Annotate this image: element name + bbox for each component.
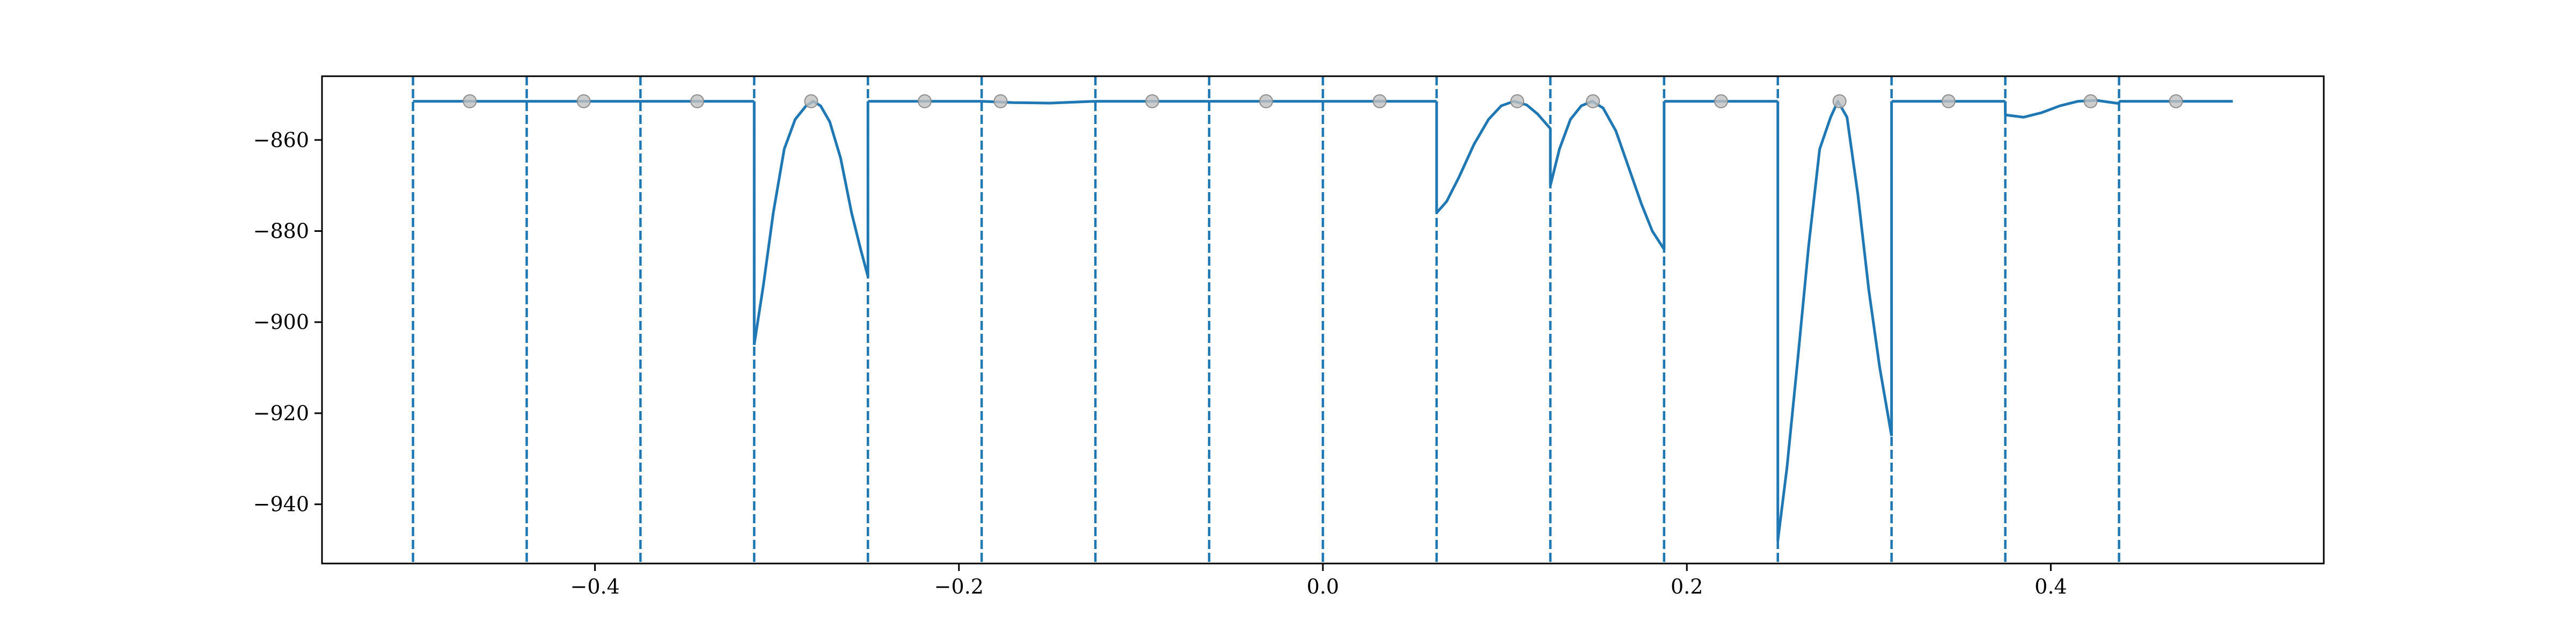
data-point <box>993 94 1008 108</box>
series-segment <box>1436 100 1552 214</box>
data-point <box>1259 94 1274 108</box>
data-point <box>804 94 818 108</box>
y-tick-label: −920 <box>253 401 309 425</box>
x-tick-label: 0.0 <box>1307 575 1339 598</box>
x-tick-label: 0.4 <box>2035 575 2067 598</box>
data-point <box>1372 94 1387 108</box>
y-tick-label: −900 <box>253 310 309 334</box>
data-point <box>690 94 705 108</box>
data-point <box>918 94 932 108</box>
data-point <box>1832 94 1847 108</box>
data-point <box>2169 94 2183 108</box>
data-point <box>576 94 591 108</box>
series-markers <box>463 94 2183 108</box>
data-point <box>463 94 477 108</box>
series-segment <box>1776 100 1893 541</box>
data-point <box>1586 94 1600 108</box>
data-point <box>1510 94 1525 108</box>
x-tick-label: −0.4 <box>570 575 619 598</box>
x-tick-label: 0.2 <box>1671 575 1703 598</box>
data-point <box>1714 94 1728 108</box>
data-point <box>1941 94 1956 108</box>
data-point <box>1145 94 1159 108</box>
y-tick-label: −880 <box>253 219 309 243</box>
y-tick-label: −860 <box>253 128 309 152</box>
y-tick-label: −940 <box>253 493 309 516</box>
series-segment <box>752 100 869 346</box>
series-segment <box>2005 99 2119 119</box>
x-axis-ticks: −0.4 −0.2 0.0 0.2 0.4 <box>570 564 2067 598</box>
series-segment <box>1549 100 1665 250</box>
data-point <box>2083 94 2098 108</box>
x-tick-label: −0.2 <box>934 575 984 598</box>
segment-boundaries <box>412 76 2120 564</box>
y-axis-ticks: −860 −880 −900 −920 −940 <box>253 128 322 516</box>
